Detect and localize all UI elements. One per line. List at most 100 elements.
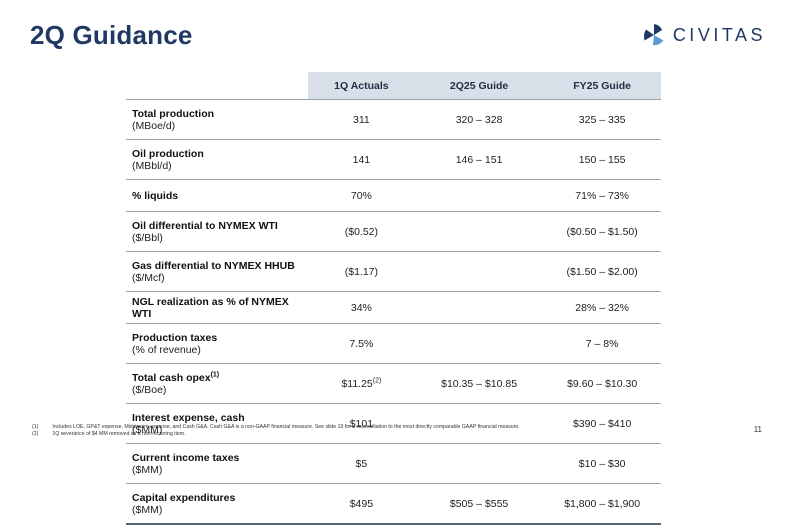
metric-cell: Total production (MBoe/d): [126, 99, 308, 140]
metric-cell: % liquids: [126, 179, 308, 212]
table-row: Gas differential to NYMEX HHUB ($/Mcf) ($1…: [126, 251, 661, 292]
metric-name-text: NGL realization as % of NYMEX WTI: [132, 295, 289, 320]
metric-name: Current income taxes: [132, 452, 304, 464]
cell-2q25-guide-value: $10.35 – $10.85: [441, 377, 518, 390]
cell-1q-actuals: 7.5%: [307, 323, 415, 364]
cell-fy25-guide-value: $390 – $410: [572, 417, 632, 430]
cell-fy25-guide-value: $10 – $30: [578, 457, 626, 470]
cell-2q25-guide: $10.35 – $10.85: [414, 363, 544, 404]
footnotes: (1) Includes LOE, GP&T expense, Midstrea…: [32, 424, 732, 438]
metric-name: Total production: [132, 108, 304, 120]
metric-unit: ($/Mcf): [132, 271, 165, 284]
metric-name-text: Oil production: [132, 147, 204, 160]
cell-1q-actuals: $11.25(2): [307, 363, 415, 404]
cell-2q25-guide: [414, 403, 544, 444]
cell-2q25-guide: [414, 179, 544, 212]
footnote-text: Includes LOE, GP&T expense, Midstream ex…: [52, 424, 520, 430]
metric-unit: ($MM): [132, 463, 163, 476]
cell-fy25-guide: 325 – 335: [543, 99, 661, 140]
cell-fy25-guide-value: 325 – 335: [578, 113, 626, 126]
metric-footnote-marker: (1): [210, 371, 220, 378]
cell-2q25-guide: 146 – 151: [414, 139, 544, 180]
cell-fy25-guide-value: ($1.50 – $2.00): [566, 265, 638, 278]
cell-fy25-guide: $9.60 – $10.30: [543, 363, 661, 404]
cell-fy25-guide: ($1.50 – $2.00): [543, 251, 661, 292]
cell-1q-actuals: $495: [307, 483, 415, 525]
cell-1q-actuals: 34%: [307, 291, 415, 324]
metric-unit: (MBbl/d): [132, 159, 172, 172]
cell-1q-actuals: 141: [307, 139, 415, 180]
cell-fy25-guide-value: $1,800 – $1,900: [564, 497, 641, 510]
metric-name-text: Interest expense, cash: [132, 411, 245, 424]
header-cell-fy25-guide: FY25 Guide: [543, 72, 661, 100]
table-body: Total production (MBoe/d) 311 320 – 328 325 …: [126, 99, 661, 525]
metric-unit: ($MM): [132, 423, 163, 436]
cell-fy25-guide: $390 – $410: [543, 403, 661, 444]
metric-name: Total cash opex(1): [132, 371, 304, 384]
metric-unit: (% of revenue): [132, 343, 201, 356]
civitas-tri-wing-icon: [643, 24, 664, 46]
cell-fy25-guide-value: 7 – 8%: [585, 337, 619, 350]
cell-1q-actuals: 70%: [307, 179, 415, 212]
cell-1q-actuals-value: ($0.52): [344, 225, 379, 238]
metric-name: Production taxes: [132, 332, 304, 344]
cell-1q-actuals-value: $495: [349, 497, 374, 510]
table-row: Production taxes (% of revenue) 7.5% 7 – 8%: [126, 323, 661, 364]
cell-1q-actuals: $101: [307, 403, 415, 444]
metric-cell: Interest expense, cash ($MM): [126, 403, 308, 444]
cell-2q25-guide: [414, 211, 544, 252]
table-row: Total production (MBoe/d) 311 320 – 328 325 …: [126, 99, 661, 140]
cell-fy25-guide: 150 – 155: [543, 139, 661, 180]
cell-2q25-guide: 320 – 328: [414, 99, 544, 140]
logo-wordmark: CIVITAS: [672, 24, 766, 45]
cell-fy25-guide-value: ($0.50 – $1.50): [566, 225, 638, 238]
cell-1q-actuals: ($1.17): [307, 251, 415, 292]
cell-2q25-guide: [414, 323, 544, 364]
cell-2q25-guide: [414, 291, 544, 324]
metric-name: % liquids: [132, 190, 304, 202]
metric-name-text: % liquids: [132, 189, 179, 202]
cell-1q-actuals-value: $5: [355, 457, 368, 470]
cell-2q25-guide: $505 – $555: [414, 483, 544, 525]
guidance-table-container: 1Q Actuals 2Q25 Guide FY25 Guide Total p…: [126, 72, 661, 525]
metric-name-text: Current income taxes: [132, 451, 240, 464]
cell-1q-actuals: ($0.52): [307, 211, 415, 252]
metric-name-text: Oil differential to NYMEX WTI: [132, 219, 278, 232]
header-cell-1q-actuals: 1Q Actuals: [307, 72, 415, 100]
metric-cell: NGL realization as % of NYMEX WTI: [126, 291, 308, 324]
footnote-marker: (1): [32, 424, 39, 430]
metric-cell: Production taxes (% of revenue): [126, 323, 308, 364]
metric-name: Oil production: [132, 148, 304, 160]
metric-name-text: Capital expenditures: [132, 491, 236, 504]
cell-2q25-guide-value: 146 – 151: [455, 153, 503, 166]
metric-cell: Oil production (MBbl/d): [126, 139, 308, 180]
cell-fy25-guide: 7 – 8%: [543, 323, 661, 364]
metric-unit: ($/Boe): [132, 383, 167, 396]
cell-1q-actuals-value: $11.25: [341, 377, 373, 390]
slide-title: 2Q Guidance: [30, 20, 193, 50]
header-cell-metric: [126, 72, 308, 100]
footnote-text: 1Q severance of $4 MM removed as a non-r…: [52, 431, 186, 437]
cell-2q25-guide-value: 320 – 328: [455, 113, 503, 126]
metric-name: Oil differential to NYMEX WTI: [132, 220, 304, 232]
table-row: Total cash opex(1) ($/Boe) $11.25(2) $10.35…: [126, 363, 661, 404]
cell-fy25-guide-value: 28% – 32%: [575, 301, 629, 314]
cell-2q25-guide: [414, 251, 544, 292]
table-row: Oil differential to NYMEX WTI ($/Bbl) ($0.…: [126, 211, 661, 252]
cell-1q-actuals-value: 311: [353, 113, 370, 126]
footnote-2: (2) 1Q severance of $4 MM removed as a n…: [32, 431, 732, 438]
cell-fy25-guide: $1,800 – $1,900: [543, 483, 661, 525]
cell-1q-actuals-value: ($1.17): [344, 265, 379, 278]
cell-fy25-guide-value: 71% – 73%: [575, 189, 629, 202]
metric-name: Gas differential to NYMEX HHUB: [132, 260, 304, 272]
value-footnote-marker: (2): [372, 377, 382, 384]
metric-name-text: Gas differential to NYMEX HHUB: [132, 259, 295, 272]
metric-unit: ($/Bbl): [132, 231, 163, 244]
metric-cell: Oil differential to NYMEX WTI ($/Bbl): [126, 211, 308, 252]
table-row: Oil production (MBbl/d) 141 146 – 151 150 – …: [126, 139, 661, 180]
metric-cell: Total cash opex(1) ($/Boe): [126, 363, 308, 404]
table-row: % liquids 70% 71% – 73%: [126, 179, 661, 212]
page-number: 11: [753, 425, 762, 434]
footnote-marker: (2): [32, 431, 39, 437]
cell-2q25-guide-value: $505 – $555: [449, 497, 509, 510]
